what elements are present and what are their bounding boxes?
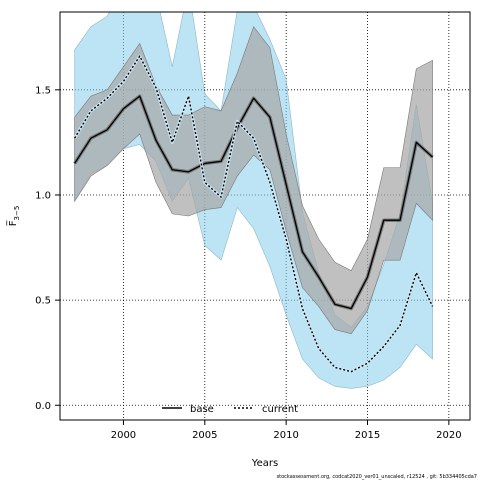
footnote: stockassessment.org, codcat2020_ver01_un… [277, 474, 477, 480]
y-axis-label: F̅3−5 [6, 206, 21, 227]
svg-text:F̅3−5: F̅3−5 [6, 206, 21, 227]
line-base [74, 95, 434, 310]
x-axis-label: Years [251, 458, 278, 469]
x-tick-label: 2010 [273, 430, 298, 441]
y-tick-label: 0.0 [35, 401, 51, 412]
legend-label-base: base [190, 404, 214, 415]
y-tick-label: 1.0 [35, 190, 51, 201]
plot-frame [59, 11, 471, 421]
y-tick-label: 1.5 [35, 85, 51, 96]
x-tick-label: 2020 [436, 430, 461, 441]
y-axis-label-sub: 3−5 [13, 206, 21, 221]
x-tick-label: 2000 [111, 430, 136, 441]
line-current [74, 55, 434, 373]
legend: base current [162, 404, 298, 415]
y-tick-label: 0.5 [35, 296, 51, 307]
y-axis-label-main: F̅ [6, 220, 19, 227]
series-lines [73, 54, 434, 374]
x-tick-label: 2015 [355, 430, 380, 441]
band-base [74, 26, 433, 335]
confidence-bands [74, 12, 433, 389]
legend-label-current: current [262, 404, 298, 415]
axes: 2000 2005 2010 2015 2020 0.0 0.5 1.0 1.5 [35, 85, 461, 441]
x-tick-label: 2005 [192, 430, 217, 441]
